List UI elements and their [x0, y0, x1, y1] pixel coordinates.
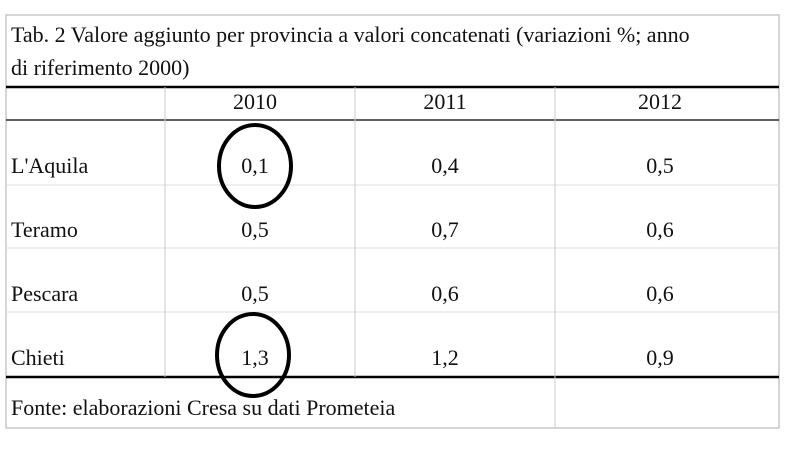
cell: 0,5	[646, 153, 674, 178]
row-label: Pescara	[11, 281, 78, 306]
cell: 0,6	[646, 217, 674, 242]
highlight-circle	[217, 123, 293, 209]
cell: 1,2	[431, 345, 459, 370]
cell: 0,1	[241, 153, 269, 178]
cell: 0,6	[431, 281, 459, 306]
highlight-circle	[215, 312, 291, 398]
column-header: 2012	[638, 89, 682, 114]
title-line: Tab. 2 Valore aggiunto per provincia a v…	[11, 22, 690, 47]
cell: 0,5	[241, 217, 269, 242]
cell: 0,6	[646, 281, 674, 306]
cell: 0,9	[646, 345, 674, 370]
outer-border	[5, 14, 780, 429]
title-line: di riferimento 2000)	[11, 55, 189, 80]
source-note: Fonte: elaborazioni Cresa su dati Promet…	[11, 395, 396, 420]
table-content: Tab. 2 Valore aggiunto per provincia a v…	[11, 22, 690, 420]
cell: 0,5	[241, 281, 269, 306]
cell: 1,3	[241, 345, 269, 370]
column-header: 2011	[423, 89, 466, 114]
column-header: 2010	[233, 89, 277, 114]
row-label: L'Aquila	[11, 153, 89, 178]
cell: 0,4	[431, 153, 459, 178]
cell: 0,7	[431, 217, 459, 242]
row-label: Teramo	[11, 217, 78, 242]
row-label: Chieti	[11, 345, 65, 370]
